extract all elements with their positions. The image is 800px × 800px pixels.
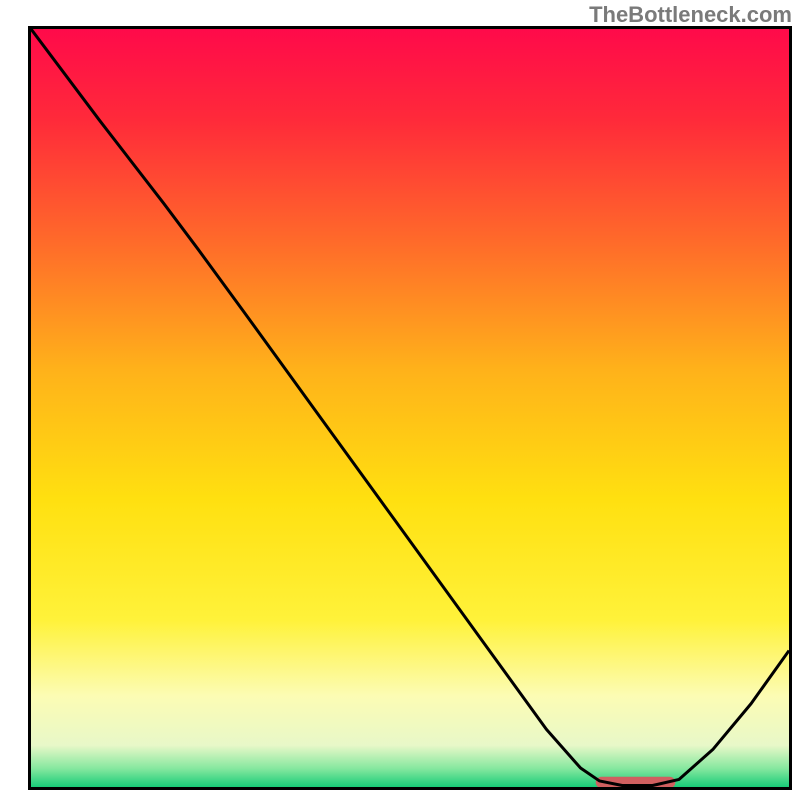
plot-svg bbox=[31, 29, 789, 787]
chart-root: TheBottleneck.com bbox=[0, 0, 800, 800]
plot-inner bbox=[31, 29, 789, 787]
background-rect bbox=[31, 29, 789, 787]
watermark-text: TheBottleneck.com bbox=[589, 2, 792, 28]
